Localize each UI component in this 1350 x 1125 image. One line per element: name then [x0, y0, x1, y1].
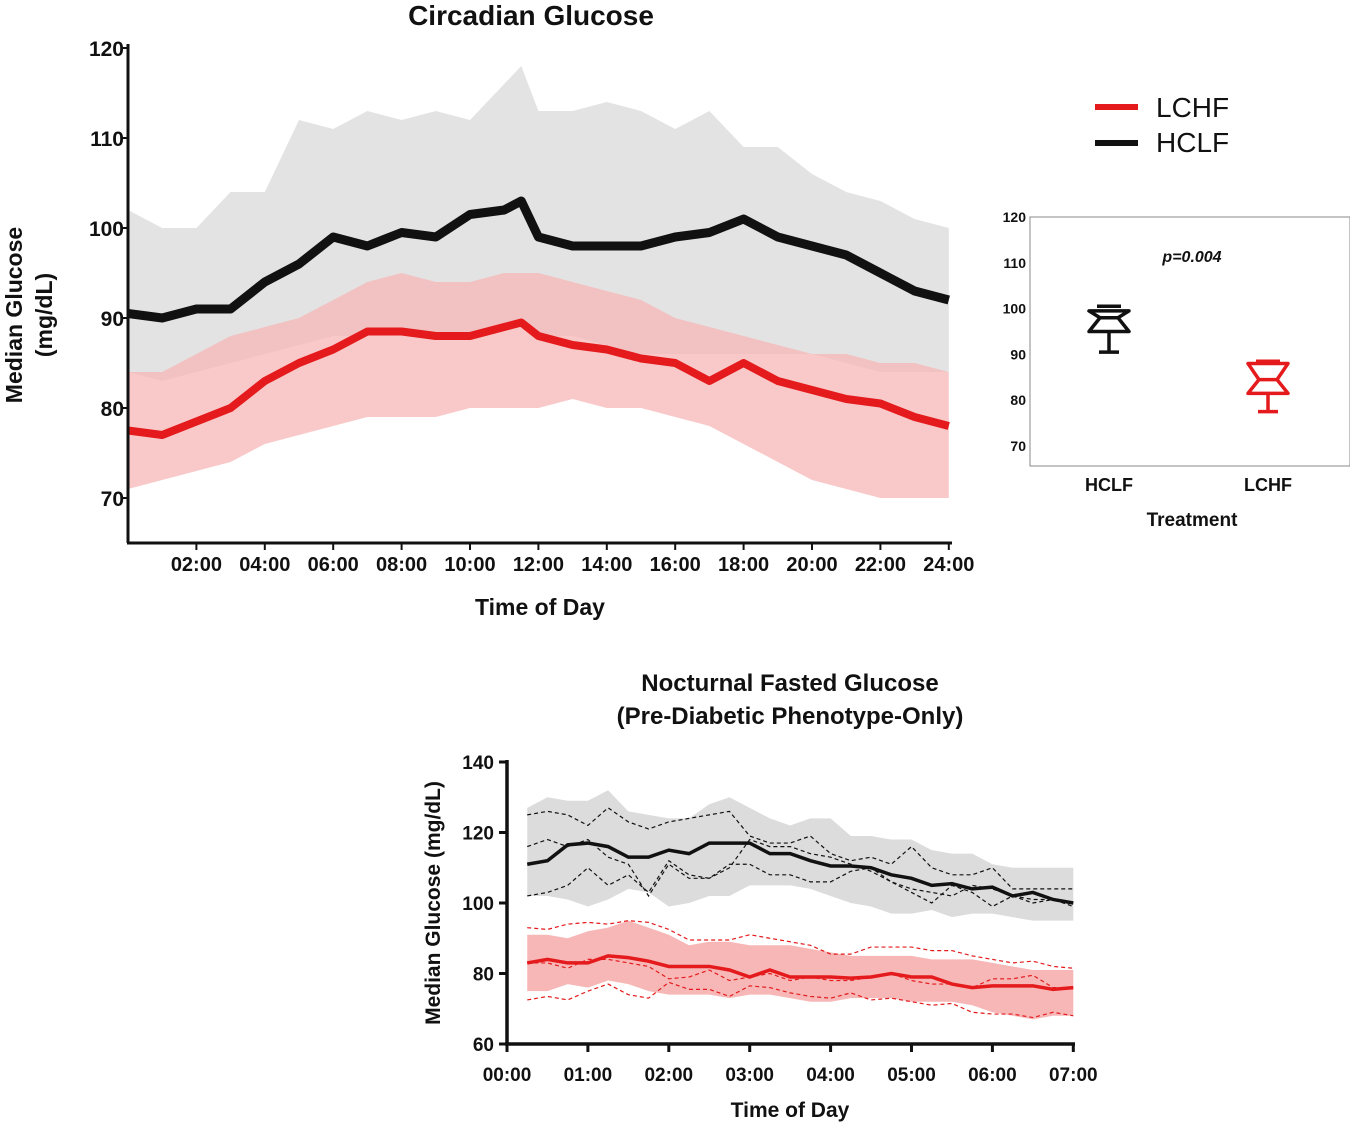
y-tick-label: 100: [89, 218, 124, 241]
boxplot-frame: [1029, 216, 1350, 467]
lchf-individual-line: [527, 958, 1074, 989]
chart1-ylabel-2: (mg/dL): [31, 273, 57, 357]
y-tick-label: 80: [1010, 392, 1026, 408]
hclf-individual-line: [527, 807, 1074, 890]
lchf-individual-line: [527, 981, 1074, 1019]
chart1-xlabel: Time of Day: [475, 594, 605, 620]
boxplot-cat-hclf: HCLF: [1085, 475, 1133, 495]
x-tick-label: 07:00: [1049, 1065, 1098, 1086]
hclf-individual-line: [527, 859, 1074, 908]
x-tick-label: 14:00: [581, 554, 632, 576]
boxplot-annotation: p=0.004: [1161, 249, 1221, 266]
hclf-median-line: [526, 841, 1074, 905]
legend-hclf-label: HCLF: [1156, 127, 1229, 158]
legend-lchf-label: LCHF: [1156, 92, 1229, 123]
x-tick-label: 22:00: [855, 554, 906, 576]
y-tick-label: 110: [90, 128, 124, 151]
x-tick-label: 05:00: [887, 1065, 936, 1086]
lchf-individual-line: [527, 920, 1074, 969]
y-tick-label: 70: [101, 488, 124, 511]
x-tick-label: 24:00: [923, 554, 974, 576]
x-tick-label: 04:00: [806, 1065, 855, 1086]
chart3-ylabel: Median Glucose (mg/dL): [422, 781, 445, 1025]
y-tick-label: 100: [462, 894, 494, 915]
x-tick-label: 00:00: [483, 1065, 532, 1086]
y-tick-label: 100: [1003, 301, 1027, 317]
x-tick-label: 20:00: [786, 554, 837, 576]
chart1-title: Circadian Glucose: [408, 0, 654, 31]
x-tick-label: 01:00: [564, 1065, 613, 1086]
x-tick-label: 12:00: [513, 554, 564, 576]
lchf-median-line: [127, 318, 950, 439]
hclf-median-line: [127, 196, 950, 323]
x-tick-label: 04:00: [239, 554, 290, 576]
y-tick-label: 120: [89, 38, 124, 61]
y-tick-label: 60: [473, 1035, 494, 1056]
notched-box-hclf: [1087, 309, 1131, 334]
lchf-band: [527, 920, 1074, 1020]
chart1-ylabel-1: Median Glucose: [1, 227, 27, 403]
x-tick-label: 08:00: [376, 554, 427, 576]
y-tick-label: 90: [101, 308, 124, 331]
y-tick-label: 110: [1003, 255, 1026, 271]
chart3-title-2: (Pre-Diabetic Phenotype-Only): [617, 703, 964, 730]
y-tick-label: 70: [1010, 438, 1026, 454]
x-tick-label: 03:00: [725, 1065, 774, 1086]
y-tick-label: 90: [1010, 346, 1026, 362]
x-tick-label: 06:00: [968, 1065, 1017, 1086]
lchf-band: [128, 273, 949, 498]
x-tick-label: 18:00: [718, 554, 769, 576]
chart3-xlabel: Time of Day: [731, 1099, 850, 1122]
y-tick-label: 140: [462, 753, 494, 774]
y-tick-label: 120: [462, 824, 494, 845]
x-tick-label: 10:00: [444, 554, 495, 576]
x-tick-label: 02:00: [171, 554, 222, 576]
boxplot-cat-lchf: LCHF: [1244, 475, 1292, 495]
x-tick-label: 06:00: [308, 554, 359, 576]
chart3-title-1: Nocturnal Fasted Glucose: [641, 670, 938, 697]
y-tick-label: 120: [1003, 209, 1027, 225]
boxplot-xlabel: Treatment: [1147, 510, 1238, 531]
y-tick-label: 80: [473, 965, 494, 986]
lchf-median-line: [526, 954, 1074, 992]
x-tick-label: 02:00: [644, 1065, 693, 1086]
x-tick-label: 16:00: [650, 554, 701, 576]
y-tick-label: 80: [101, 398, 124, 421]
